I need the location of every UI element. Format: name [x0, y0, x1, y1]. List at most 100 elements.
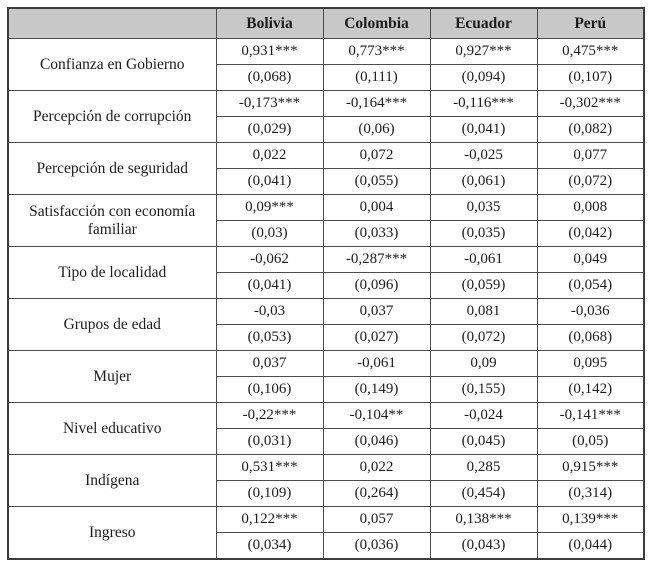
std-error-cell: (0,142)	[536, 376, 645, 403]
std-error-row: (0,041) (0,096) (0,059) (0,054)	[8, 272, 645, 299]
coefficient-cell: -0,024	[429, 402, 538, 429]
std-error-cell: (0,109)	[215, 480, 324, 507]
row-label: Confianza en Gobierno	[7, 38, 217, 91]
coefficient-cell: -0,22***	[215, 402, 324, 429]
std-error-cell: (0,034)	[215, 532, 324, 560]
coefficient-cell: 0,072	[322, 142, 431, 169]
std-error-cell: (0,029)	[215, 116, 324, 143]
coefficient-cell: 0,09	[429, 350, 538, 377]
coefficient-cell: 0,008	[536, 194, 645, 221]
std-error-row: (0,041) (0,055) (0,061) (0,072)	[8, 168, 645, 195]
column-header-ecuador: Ecuador	[429, 7, 538, 39]
coefficient-cell: 0,139***	[536, 506, 645, 533]
row-label: Ingreso	[7, 506, 217, 560]
coefficient-cell: -0,036	[536, 298, 645, 325]
std-error-cell: (0,046)	[322, 428, 431, 455]
std-error-cell: (0,059)	[429, 272, 538, 299]
std-error-cell: (0,055)	[322, 168, 431, 195]
coefficient-cell: 0,773***	[322, 38, 431, 65]
column-header-bolivia: Bolivia	[215, 7, 324, 39]
coefficient-row: Confianza en Gobierno 0,931*** 0,773*** 0,9…	[7, 38, 645, 91]
coefficient-cell: -0,173***	[215, 90, 324, 117]
std-error-cell: (0,054)	[536, 272, 645, 299]
std-error-cell: (0,031)	[215, 428, 324, 455]
std-error-cell: (0,06)	[322, 116, 431, 143]
coefficient-row: Percepción de corrupción -0,173*** -0,164*…	[7, 90, 645, 143]
coefficient-row: Mujer 0,037 -0,061 0,09 0,095	[7, 350, 645, 403]
std-error-cell: (0,068)	[536, 324, 645, 351]
coefficient-cell: 0,138***	[429, 506, 538, 533]
coefficient-row: Satisfacción con economía familiar 0,09**…	[7, 194, 645, 247]
coefficient-row: Nivel educativo -0,22*** -0,104** -0,024 -0,…	[7, 402, 645, 455]
std-error-cell: (0,106)	[215, 376, 324, 403]
header-row: Bolivia Colombia Ecuador Perú	[7, 7, 645, 39]
coefficient-cell: -0,061	[322, 350, 431, 377]
std-error-row: (0,031) (0,046) (0,045) (0,05)	[8, 428, 645, 455]
coefficient-cell: -0,03	[215, 298, 324, 325]
coefficient-cell: 0,122***	[215, 506, 324, 533]
std-error-row: (0,106) (0,149) (0,155) (0,142)	[8, 376, 645, 403]
coefficient-row: Indígena 0,531*** 0,022 0,285 0,915***	[7, 454, 645, 507]
std-error-row: (0,053) (0,027) (0,072) (0,068)	[8, 324, 645, 351]
std-error-cell: (0,096)	[322, 272, 431, 299]
std-error-cell: (0,033)	[322, 220, 431, 247]
std-error-cell: (0,045)	[429, 428, 538, 455]
std-error-cell: (0,107)	[536, 64, 645, 91]
coefficient-cell: -0,061	[429, 246, 538, 273]
coefficient-cell: -0,062	[215, 246, 324, 273]
coefficient-cell: 0,077	[536, 142, 645, 169]
std-error-cell: (0,149)	[322, 376, 431, 403]
coefficient-cell: 0,095	[536, 350, 645, 377]
row-label: Nivel educativo	[7, 402, 217, 455]
column-header-colombia: Colombia	[322, 7, 431, 39]
std-error-row: (0,03) (0,033) (0,035) (0,042)	[8, 220, 645, 247]
std-error-cell: (0,264)	[322, 480, 431, 507]
row-label: Indígena	[7, 454, 217, 507]
std-error-cell: (0,041)	[215, 272, 324, 299]
coefficient-cell: 0,004	[322, 194, 431, 221]
coefficient-cell: 0,037	[322, 298, 431, 325]
row-label: Satisfacción con economía familiar	[7, 194, 217, 247]
coefficient-cell: -0,302***	[536, 90, 645, 117]
coefficient-cell: 0,09***	[215, 194, 324, 221]
std-error-row: (0,034) (0,036) (0,043) (0,044)	[8, 532, 645, 560]
std-error-cell: (0,053)	[215, 324, 324, 351]
std-error-cell: (0,042)	[536, 220, 645, 247]
coefficient-cell: 0,285	[429, 454, 538, 481]
table-header: Bolivia Colombia Ecuador Perú	[7, 7, 645, 39]
std-error-cell: (0,082)	[536, 116, 645, 143]
std-error-cell: (0,041)	[215, 168, 324, 195]
row-label: Grupos de edad	[7, 298, 217, 351]
std-error-cell: (0,454)	[429, 480, 538, 507]
coefficient-cell: 0,022	[215, 142, 324, 169]
coefficient-cell: 0,915***	[536, 454, 645, 481]
corner-cell	[7, 7, 217, 39]
std-error-cell: (0,061)	[429, 168, 538, 195]
coefficient-cell: -0,116***	[429, 90, 538, 117]
coefficient-cell: 0,037	[215, 350, 324, 377]
std-error-cell: (0,027)	[322, 324, 431, 351]
std-error-cell: (0,043)	[429, 532, 538, 560]
std-error-cell: (0,314)	[536, 480, 645, 507]
row-label: Tipo de localidad	[7, 246, 217, 299]
coefficient-cell: 0,081	[429, 298, 538, 325]
std-error-cell: (0,036)	[322, 532, 431, 560]
column-header-peru: Perú	[536, 7, 645, 39]
std-error-cell: (0,068)	[215, 64, 324, 91]
std-error-cell: (0,155)	[429, 376, 538, 403]
std-error-cell: (0,072)	[429, 324, 538, 351]
table-body: Confianza en Gobierno 0,931*** 0,773*** 0,9…	[7, 38, 645, 560]
coefficient-row: Ingreso 0,122*** 0,057 0,138*** 0,139***	[7, 506, 645, 560]
coefficient-cell: 0,035	[429, 194, 538, 221]
coefficient-row: Tipo de localidad -0,062 -0,287*** -0,061 0,…	[7, 246, 645, 299]
row-label: Mujer	[7, 350, 217, 403]
std-error-cell: (0,094)	[429, 64, 538, 91]
std-error-cell: (0,072)	[536, 168, 645, 195]
coefficient-cell: -0,287***	[322, 246, 431, 273]
coefficient-row: Grupos de edad -0,03 0,037 0,081 -0,036	[7, 298, 645, 351]
coefficient-cell: 0,931***	[215, 38, 324, 65]
coefficient-cell: -0,141***	[536, 402, 645, 429]
std-error-row: (0,029) (0,06) (0,041) (0,082)	[8, 116, 645, 143]
coefficient-cell: 0,531***	[215, 454, 324, 481]
